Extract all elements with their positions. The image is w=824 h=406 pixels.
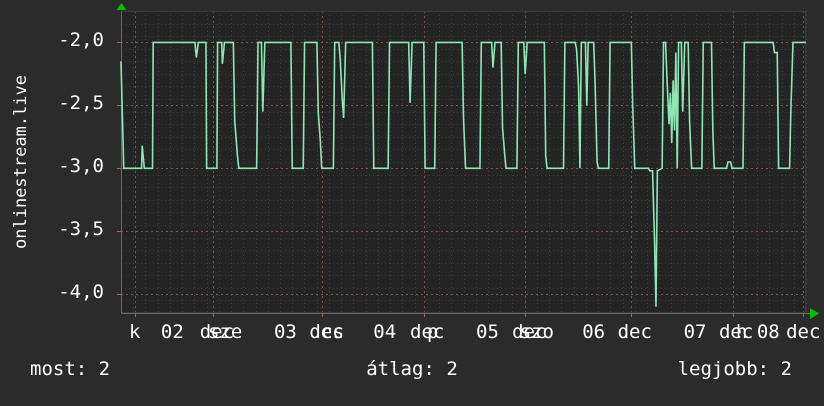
legend-average: átlag: 2 [366,358,458,380]
x-tick-label: sze [207,321,243,343]
x-tick-label: h [735,321,748,343]
x-tick-label: dec [309,321,344,343]
x-tick-label: dec [786,321,821,343]
y-tick-label: -2,5 [58,92,104,115]
x-tick-label: dec [512,321,547,343]
y-tick-label: -2,0 [58,29,104,52]
x-tick-label: szo [519,321,554,343]
chart-legend: most: 2 átlag: 2 legjobb: 2 [0,358,824,396]
x-tick-label: k [128,321,141,343]
x-tick-label: 03 [273,321,297,343]
x-tick-label: 06 [582,321,606,343]
x-tick-label: dec [617,321,652,343]
x-tick-label: 02 [160,321,184,343]
x-tick-label: dec [718,321,754,343]
x-tick-label: cs [321,321,345,343]
x-tick-label: p [426,321,439,343]
x-tick-label: dec [410,321,445,343]
legend-now: most: 2 [30,358,111,380]
x-tick-label: 04 [373,321,397,343]
legend-max: legjobb: 2 [677,358,792,380]
y-axis-ticks: -2,0 -2,5 -3,0 -3,5 -4,0 [14,0,104,402]
x-tick-label: 05 [476,321,499,343]
y-tick-label: -3,5 [58,218,104,241]
x-tick-label: 08 [756,321,780,343]
y-tick-label: -3,0 [58,155,104,178]
y-tick-label: -4,0 [58,281,104,304]
x-tick-label: dec [199,321,235,343]
x-tick-label: 07 [683,321,707,343]
